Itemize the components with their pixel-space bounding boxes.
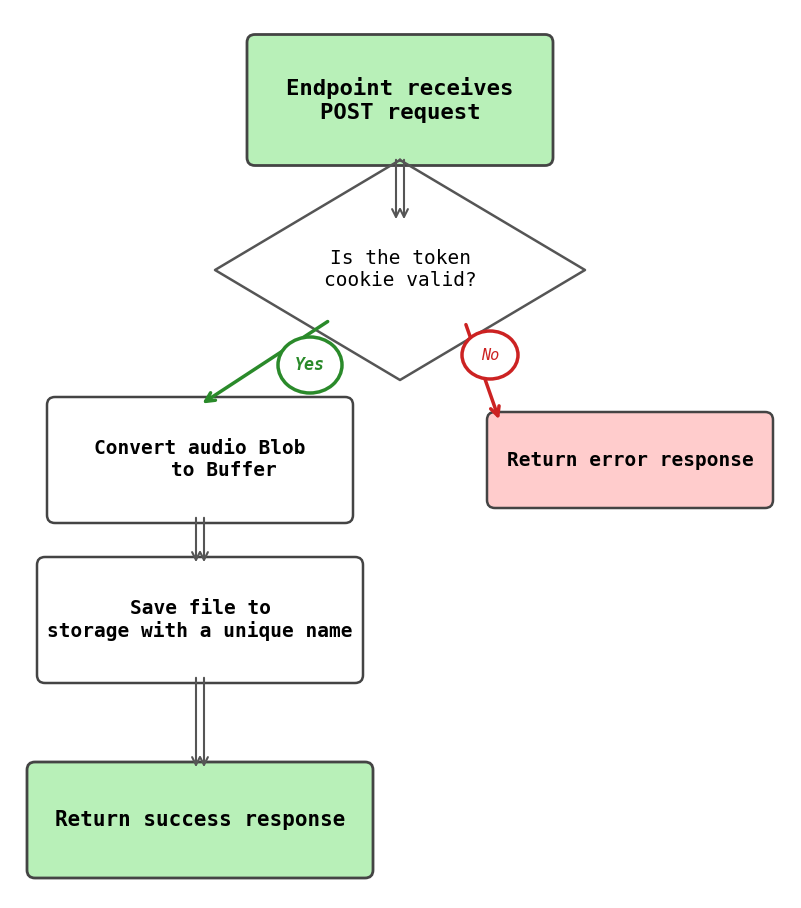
Text: Return error response: Return error response	[506, 450, 754, 469]
Text: Convert audio Blob
    to Buffer: Convert audio Blob to Buffer	[95, 439, 306, 480]
Ellipse shape	[462, 331, 518, 379]
Text: Save file to
storage with a unique name: Save file to storage with a unique name	[47, 599, 352, 641]
Ellipse shape	[278, 337, 342, 393]
FancyBboxPatch shape	[247, 35, 553, 165]
FancyBboxPatch shape	[27, 762, 373, 878]
Text: Return success response: Return success response	[54, 810, 345, 830]
Text: Yes: Yes	[295, 356, 325, 374]
Polygon shape	[215, 160, 585, 380]
Text: Endpoint receives
POST request: Endpoint receives POST request	[286, 77, 513, 123]
FancyBboxPatch shape	[37, 557, 363, 683]
FancyBboxPatch shape	[487, 412, 773, 508]
FancyBboxPatch shape	[47, 397, 353, 523]
Text: No: No	[481, 348, 499, 362]
Text: Is the token
cookie valid?: Is the token cookie valid?	[324, 250, 477, 291]
